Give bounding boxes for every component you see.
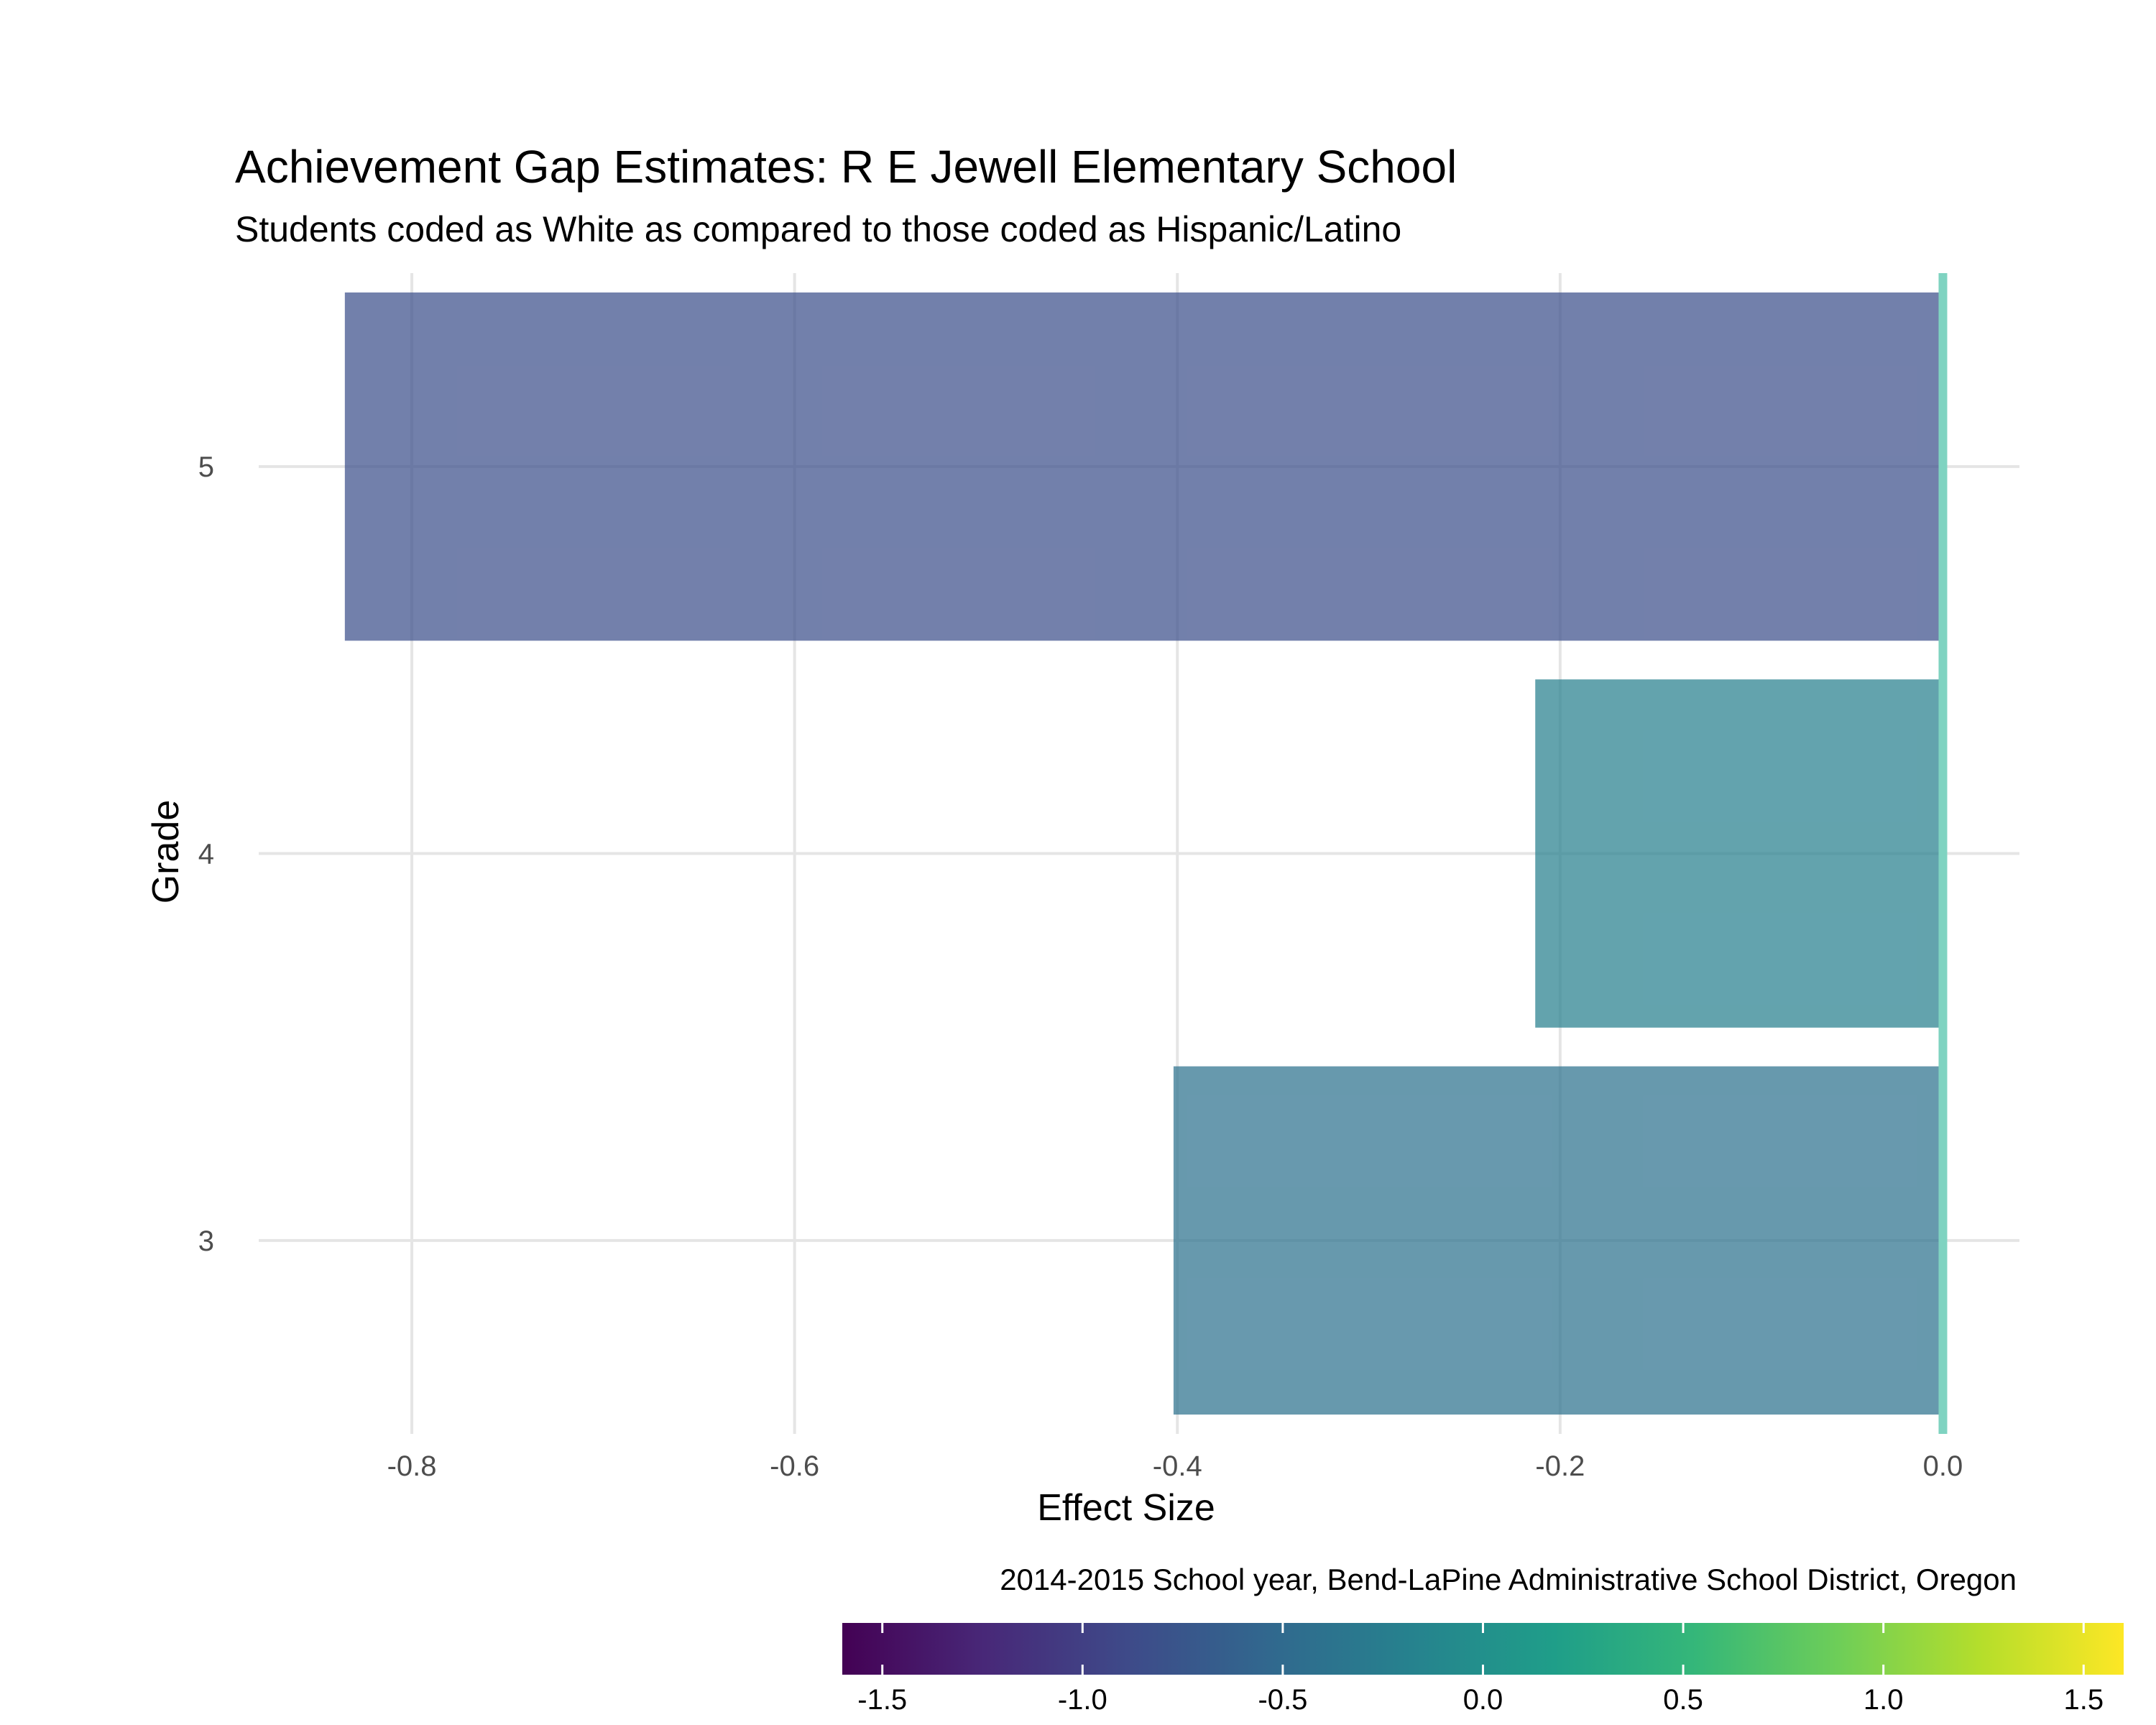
bar-grade-5: [344, 292, 1943, 641]
bar-grade-4: [1535, 679, 1943, 1028]
y-axis-title: Grade: [145, 800, 187, 904]
chart-caption: 2014-2015 School year, Bend-LaPine Admin…: [1000, 1563, 2017, 1596]
colorbar-tick-label: 0.5: [1663, 1684, 1703, 1716]
colorbar-tick-label: -0.5: [1258, 1684, 1307, 1716]
x-tick-label: -0.4: [1153, 1450, 1202, 1482]
x-tick-label: -0.8: [387, 1450, 437, 1482]
y-tick-label: 5: [198, 451, 214, 483]
chart-subtitle: Students coded as White as compared to t…: [235, 209, 1401, 249]
colorbar-tick-label: 1.5: [2063, 1684, 2104, 1716]
bars: [344, 292, 1943, 1415]
colorbar-tick-label: 0.0: [1463, 1684, 1503, 1716]
x-tick-label: 0.0: [1923, 1450, 1963, 1482]
colorbar-tick-label: -1.0: [1058, 1684, 1107, 1716]
color-legend: -1.5 -1.0 -0.5 0.0 0.5 1.0 1.5: [842, 1623, 2124, 1716]
x-tick-label: -0.2: [1535, 1450, 1585, 1482]
x-tick-label: -0.6: [770, 1450, 819, 1482]
bar-grade-3: [1173, 1066, 1943, 1415]
x-ticks: -0.8 -0.6 -0.4 -0.2 0.0: [387, 1450, 1963, 1482]
y-tick-label: 4: [198, 839, 214, 870]
colorbar-tick-label: -1.5: [857, 1684, 907, 1716]
colorbar-tick-label: 1.0: [1864, 1684, 1904, 1716]
y-tick-label: 3: [198, 1225, 214, 1257]
y-ticks: 3 4 5: [198, 451, 214, 1257]
chart-title: Achievement Gap Estimates: R E Jewell El…: [235, 141, 1457, 193]
x-axis-title: Effect Size: [1037, 1487, 1215, 1529]
